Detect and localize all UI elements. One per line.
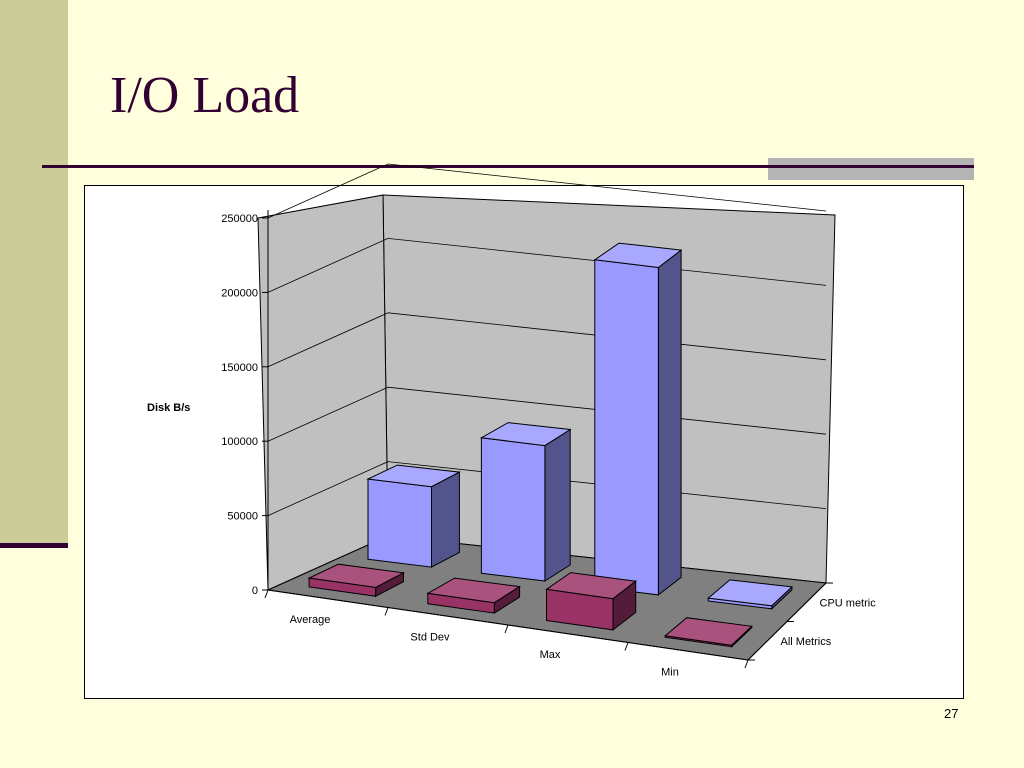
bar — [479, 422, 572, 582]
x-tick — [384, 607, 389, 616]
bar-side — [431, 471, 460, 568]
x-tick-label: Std Dev — [410, 631, 450, 643]
bar-top — [426, 577, 522, 604]
bar — [707, 579, 794, 610]
y-tick-label: 50000 — [227, 511, 258, 523]
x-tick-label: Min — [661, 666, 679, 678]
bar-top — [366, 464, 462, 488]
y-tick-label: 100000 — [221, 436, 258, 448]
bar — [545, 572, 637, 631]
x-tick — [264, 589, 269, 599]
bar — [307, 563, 406, 598]
gridline — [267, 163, 827, 219]
bar-front — [594, 259, 659, 596]
x-tick — [744, 659, 749, 669]
chart-bars — [307, 242, 794, 648]
bar-top — [593, 242, 683, 269]
bar — [366, 464, 462, 568]
bar-front — [480, 437, 546, 582]
bar-front — [367, 478, 432, 568]
y-tick-label: 200000 — [221, 287, 258, 299]
bar — [664, 617, 753, 648]
page-number: 27 — [944, 706, 959, 721]
slide-title: I/O Load — [110, 67, 300, 124]
bar — [426, 577, 522, 615]
x-tick-label: Average — [290, 614, 331, 626]
y-tick-label: 0 — [252, 585, 258, 597]
chart-x-axis: Average Std Dev Max Min — [264, 589, 749, 678]
x-tick-label: Max — [540, 649, 561, 661]
bar-top — [707, 579, 794, 607]
series-label: All Metrics — [781, 636, 832, 648]
series-label: CPU metric — [820, 597, 877, 609]
title-rule-accent — [768, 158, 974, 180]
bar-side — [657, 249, 682, 596]
y-tick-label: 250000 — [221, 213, 258, 225]
bar-side — [544, 428, 571, 582]
bar-top — [545, 572, 637, 600]
left-decorative-line — [0, 543, 68, 548]
y-tick-label: 150000 — [221, 362, 258, 374]
bar-top — [479, 422, 572, 447]
left-decorative-strip — [0, 0, 68, 546]
bar — [593, 242, 683, 596]
x-tick — [504, 624, 509, 634]
chart-y-axis: 0 50000 100000 150000 200000 250000 — [221, 210, 269, 597]
title-rule — [42, 165, 974, 168]
chart-depth-axis: CPU metric All Metrics — [747, 582, 877, 661]
bar-top — [307, 563, 406, 588]
x-tick — [624, 642, 629, 651]
bar-top — [664, 617, 753, 646]
y-axis-title: Disk B/s — [147, 402, 190, 414]
